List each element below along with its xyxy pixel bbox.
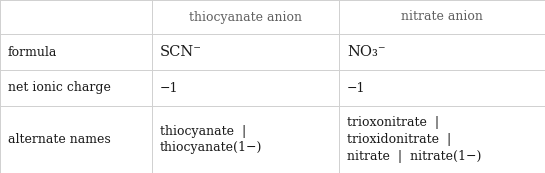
Text: NO₃⁻: NO₃⁻ bbox=[347, 45, 386, 59]
Text: alternate names: alternate names bbox=[8, 133, 111, 146]
Text: thiocyanate  |
thiocyanate(1−): thiocyanate | thiocyanate(1−) bbox=[160, 125, 262, 154]
Text: −1: −1 bbox=[347, 81, 366, 94]
Text: net ionic charge: net ionic charge bbox=[8, 81, 111, 94]
Text: thiocyanate anion: thiocyanate anion bbox=[189, 11, 302, 24]
Text: nitrate anion: nitrate anion bbox=[401, 11, 483, 24]
Text: trioxonitrate  |
trioxidonitrate  |
nitrate  |  nitrate(1−): trioxonitrate | trioxidonitrate | nitrat… bbox=[347, 116, 481, 163]
Text: SCN⁻: SCN⁻ bbox=[160, 45, 202, 59]
Text: −1: −1 bbox=[160, 81, 179, 94]
Text: formula: formula bbox=[8, 45, 57, 58]
